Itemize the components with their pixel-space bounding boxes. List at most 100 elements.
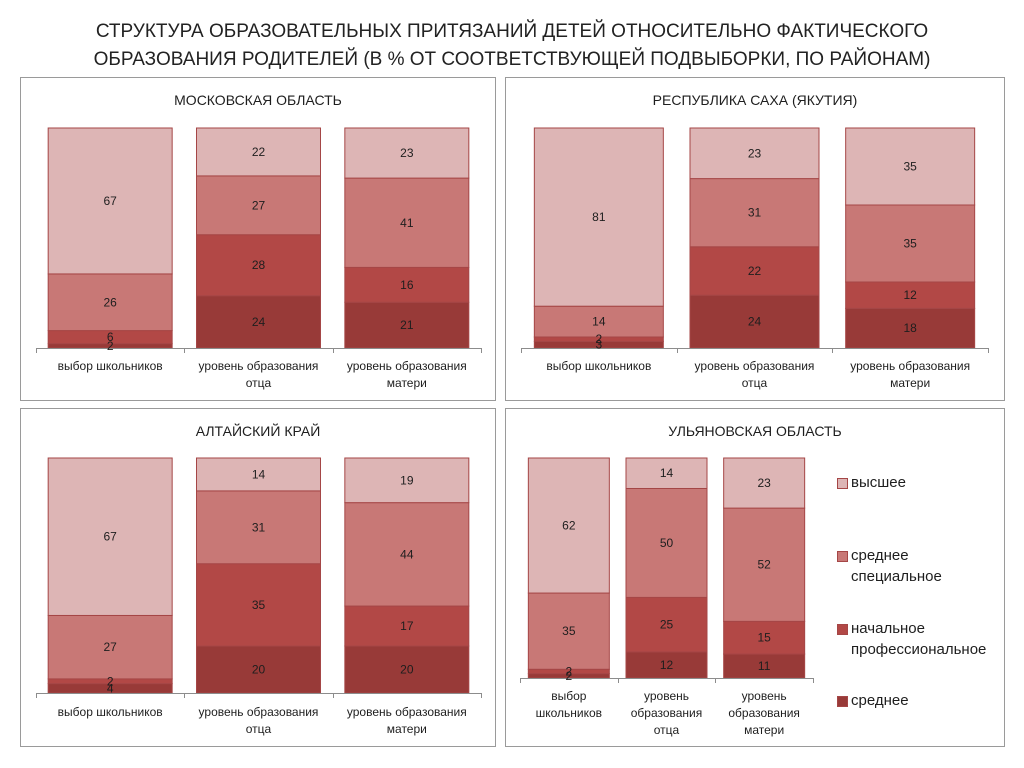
- bar-segment-higher: [527, 457, 610, 594]
- data-label: 24: [252, 315, 266, 329]
- bar-segment-specialized-secondary: [196, 490, 321, 565]
- bar-segment-specialized-secondary: [196, 175, 321, 236]
- data-label: 14: [252, 467, 266, 481]
- category-label: уровень образования отца: [198, 705, 319, 736]
- data-label: 17: [400, 619, 414, 633]
- panel-title: РЕСПУБЛИКА САХА (ЯКУТИЯ): [652, 92, 858, 108]
- slide-title-line: СТРУКТУРА ОБРАЗОВАТЕЛЬНЫХ ПРИТЯЗАНИЙ ДЕТ…: [95, 21, 929, 42]
- stacked-bar-plot: 22 35 62 12 25 50 14 11 15 52 23: [520, 457, 814, 683]
- data-label: 67: [103, 530, 117, 544]
- legend-swatch: [837, 624, 848, 635]
- data-label: 23: [748, 146, 762, 160]
- category-label: уровень образования отца: [198, 359, 319, 390]
- stacked-bar-plot: 26 26 67 24 28 27 22 21 16 41 23: [36, 127, 482, 353]
- chart-panel-sakha-yakutia: РЕСПУБЛИКА САХА (ЯКУТИЯ) 3 2 14 81 24 22 31 23 1…: [505, 77, 1005, 401]
- bar-segment-higher: [47, 457, 173, 616]
- data-label: 24: [748, 315, 762, 329]
- legend: высшее среднее специальное начальное про…: [837, 409, 997, 746]
- bar-segment-higher: [47, 127, 173, 275]
- data-label: 23: [757, 476, 771, 490]
- bar-segment-secondary: [196, 645, 321, 694]
- category-label: уровень образования отца: [694, 359, 815, 390]
- data-label: 14: [592, 315, 606, 329]
- data-label: 12: [903, 288, 917, 302]
- legend-label: среднее специальное: [851, 547, 942, 585]
- bar-segment-specialized-secondary: [689, 178, 820, 248]
- bar-segment-higher: [344, 457, 470, 504]
- bar-segment-higher: [196, 457, 321, 492]
- bar-segment-higher: [689, 127, 820, 180]
- data-label: 62: [562, 519, 576, 533]
- data-label: 35: [903, 160, 917, 174]
- bar-segment-higher: [196, 127, 321, 177]
- data-label: 20: [400, 663, 414, 677]
- chart-panel-moscow-region: МОСКОВСКАЯ ОБЛАСТЬ 2 6 26 67 24 28 27 22 21 16 41 2…: [20, 77, 496, 401]
- data-label: 35: [252, 598, 266, 612]
- slide-title-line: ОБРАЗОВАНИЯ РОДИТЕЛЕЙ (В % ОТ СООТВЕТСТВ…: [93, 49, 931, 70]
- legend-swatch: [837, 551, 848, 562]
- bar-segment-secondary: [845, 307, 976, 349]
- data-label: 67: [103, 194, 117, 208]
- category-label: уровень образования матери: [346, 705, 467, 736]
- data-label: 28: [252, 258, 266, 272]
- slide-title: СТРУКТУРА ОБРАЗОВАТЕЛЬНЫХ ПРИТЯЗАНИЙ ДЕТ…: [0, 18, 1024, 74]
- data-label: 31: [748, 206, 762, 220]
- bar-segment-secondary: [196, 295, 321, 349]
- data-label: 4: [107, 681, 114, 695]
- data-label: 6: [107, 330, 114, 344]
- data-label: 12: [660, 658, 674, 672]
- data-label: 50: [660, 536, 674, 550]
- panel-title: МОСКОВСКАЯ ОБЛАСТЬ: [174, 92, 342, 108]
- data-label: 27: [252, 198, 266, 212]
- legend-label: среднее: [851, 692, 909, 709]
- category-label: выбор школьников: [546, 359, 652, 373]
- data-label: 20: [252, 663, 266, 677]
- bar-segment-higher: [723, 457, 806, 509]
- data-label: 16: [400, 278, 414, 292]
- data-label: 19: [400, 473, 414, 487]
- chart-panel-altai-krai: АЛТАЙСКИЙ КРАЙ 4 2 27 67 20 35 31 14 20 17 44 19 вы…: [20, 408, 496, 747]
- category-label: выбор школьников: [57, 359, 163, 373]
- data-label: 2: [107, 674, 114, 688]
- data-label: 26: [103, 295, 117, 309]
- panel-title: АЛТАЙСКИЙ КРАЙ: [195, 423, 321, 439]
- legend-label: начальное профессиональное: [851, 620, 987, 658]
- bar-segment-vocational: [196, 563, 321, 647]
- legend-swatch: [837, 478, 848, 489]
- bar-segment-specialized-secondary: [533, 305, 664, 338]
- category-label: уровень образования отца: [630, 689, 703, 737]
- data-label: 15: [757, 631, 771, 645]
- data-label: 18: [903, 321, 917, 335]
- stacked-bar-plot: 32 14 81 24 22 31 23 18 12 35 35: [521, 127, 989, 353]
- bar-segment-vocational: [196, 234, 321, 297]
- data-label: 41: [400, 216, 414, 230]
- data-label: 27: [103, 640, 117, 654]
- bar-segment-specialized-secondary: [344, 502, 470, 607]
- bar-segment-higher: [344, 127, 470, 179]
- data-label: 23: [400, 146, 414, 160]
- bar-segment-specialized-secondary: [47, 614, 173, 680]
- bar-segment-higher: [533, 127, 664, 307]
- data-label: 81: [592, 210, 606, 224]
- data-label: 35: [562, 624, 576, 638]
- data-label: 52: [757, 558, 771, 572]
- bar-segment-higher: [845, 127, 976, 206]
- data-label: 31: [252, 520, 266, 534]
- bar-segment-vocational: [344, 266, 470, 303]
- data-label: 14: [660, 466, 674, 480]
- bar-segment-higher: [625, 457, 708, 489]
- data-label: 22: [748, 264, 762, 278]
- data-label: 2: [565, 664, 572, 678]
- category-label: уровень образования матери: [346, 359, 467, 390]
- data-label: 3: [595, 338, 602, 352]
- data-label: 11: [758, 659, 771, 673]
- chart-panel-ulyanovsk-region: УЛЬЯНОВСКАЯ ОБЛАСТЬ 2 2 35 62 12 25 50 14 11 15 52…: [505, 408, 1005, 747]
- legend-label: высшее: [851, 474, 906, 491]
- bar-segment-specialized-secondary: [723, 507, 806, 622]
- data-label: 2: [107, 339, 114, 353]
- panel-title: УЛЬЯНОВСКАЯ ОБЛАСТЬ: [668, 423, 842, 439]
- bar-segment-specialized-secondary: [527, 592, 610, 670]
- legend-swatch: [837, 696, 848, 707]
- data-label: 35: [903, 237, 917, 251]
- data-label: 25: [660, 618, 674, 632]
